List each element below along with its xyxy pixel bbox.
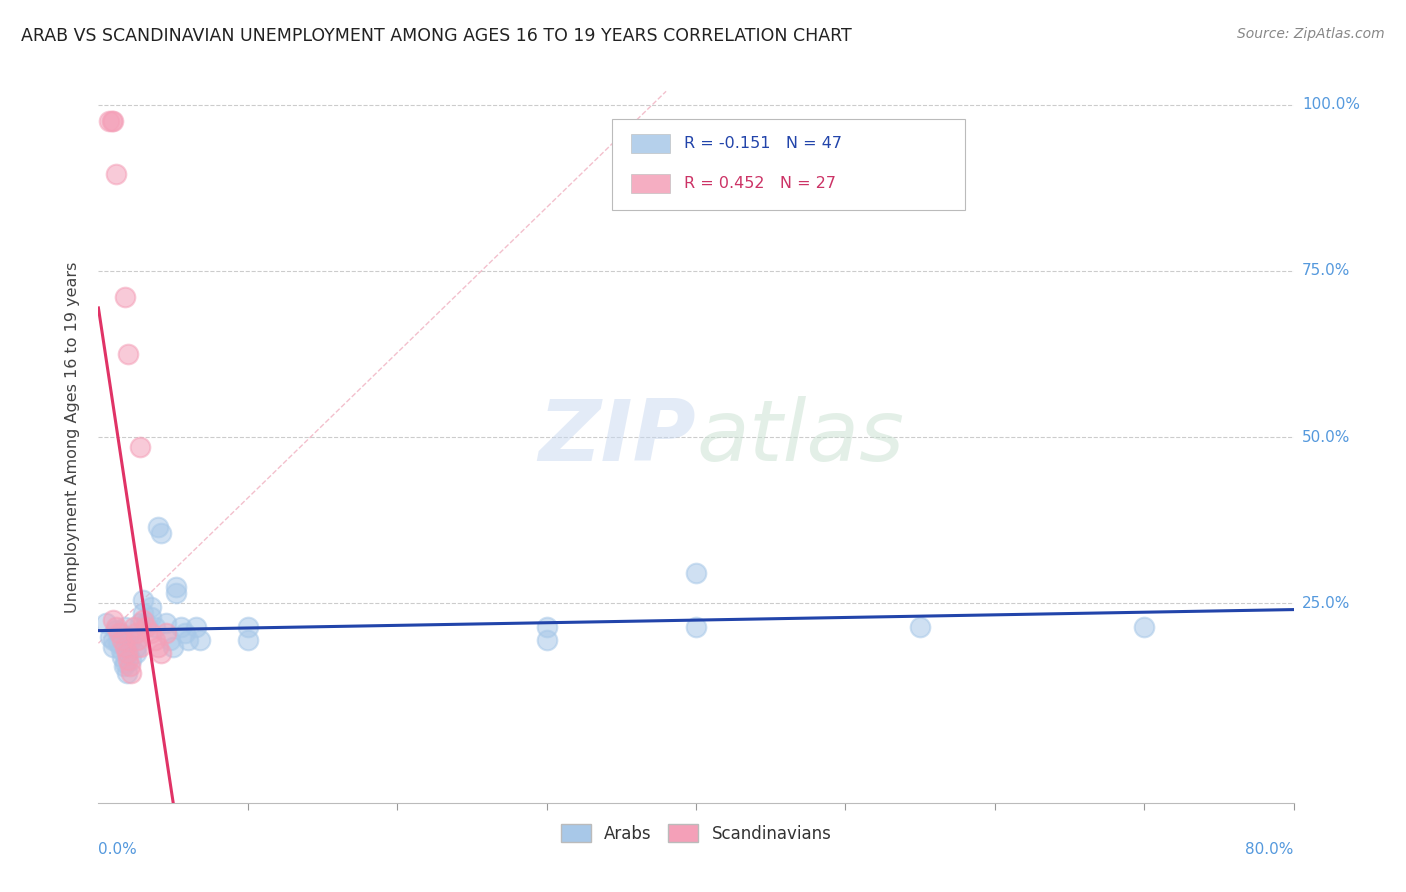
- Point: [107, 636, 129, 650]
- Point: [124, 619, 146, 633]
- Point: [110, 626, 132, 640]
- Point: [114, 290, 136, 304]
- Point: [114, 619, 136, 633]
- Point: [148, 520, 170, 534]
- Text: 0.0%: 0.0%: [98, 842, 138, 856]
- Text: 75.0%: 75.0%: [1302, 263, 1350, 278]
- Legend: Arabs, Scandinavians: Arabs, Scandinavians: [554, 818, 838, 849]
- Point: [139, 599, 162, 614]
- Text: ZIP: ZIP: [538, 395, 696, 479]
- Point: [125, 626, 148, 640]
- Point: [174, 626, 197, 640]
- Text: 25.0%: 25.0%: [1302, 596, 1350, 611]
- Text: 100.0%: 100.0%: [1302, 97, 1360, 112]
- Point: [117, 347, 139, 361]
- Point: [103, 640, 125, 654]
- Text: 50.0%: 50.0%: [1302, 430, 1350, 444]
- Point: [117, 653, 139, 667]
- FancyBboxPatch shape: [613, 119, 965, 211]
- Point: [139, 626, 162, 640]
- Point: [105, 168, 128, 182]
- Point: [150, 526, 173, 541]
- Point: [120, 666, 142, 681]
- Point: [908, 619, 931, 633]
- Point: [125, 646, 148, 660]
- Point: [117, 636, 139, 650]
- Point: [148, 640, 170, 654]
- Text: 80.0%: 80.0%: [1246, 842, 1294, 856]
- Point: [165, 580, 187, 594]
- Point: [162, 640, 184, 654]
- Text: R = 0.452   N = 27: R = 0.452 N = 27: [685, 176, 837, 191]
- Point: [117, 646, 139, 660]
- Point: [125, 640, 148, 654]
- Point: [129, 640, 152, 654]
- Point: [101, 114, 124, 128]
- Point: [132, 613, 155, 627]
- Point: [236, 619, 259, 633]
- Point: [159, 632, 181, 647]
- Point: [112, 659, 135, 673]
- Point: [143, 619, 166, 633]
- Point: [236, 632, 259, 647]
- Point: [155, 616, 177, 631]
- Text: R = -0.151   N = 47: R = -0.151 N = 47: [685, 136, 842, 151]
- Text: ARAB VS SCANDINAVIAN UNEMPLOYMENT AMONG AGES 16 TO 19 YEARS CORRELATION CHART: ARAB VS SCANDINAVIAN UNEMPLOYMENT AMONG …: [21, 27, 852, 45]
- Point: [103, 114, 125, 128]
- Point: [111, 649, 134, 664]
- Point: [110, 643, 132, 657]
- Point: [103, 632, 125, 647]
- Point: [139, 609, 162, 624]
- Point: [536, 632, 558, 647]
- Point: [177, 632, 200, 647]
- Point: [120, 632, 142, 647]
- Point: [132, 607, 155, 621]
- Point: [685, 566, 707, 581]
- Point: [165, 586, 187, 600]
- Point: [1133, 619, 1156, 633]
- Point: [129, 616, 152, 631]
- Point: [155, 626, 177, 640]
- Point: [132, 593, 155, 607]
- Point: [120, 653, 142, 667]
- Point: [97, 114, 120, 128]
- Point: [115, 666, 138, 681]
- Point: [135, 616, 157, 631]
- Point: [98, 630, 122, 644]
- Point: [114, 656, 136, 670]
- Point: [129, 440, 152, 454]
- FancyBboxPatch shape: [631, 174, 669, 193]
- Point: [169, 619, 191, 633]
- Text: atlas: atlas: [696, 395, 904, 479]
- Point: [127, 632, 149, 647]
- Point: [184, 619, 207, 633]
- Point: [105, 619, 128, 633]
- Point: [103, 613, 125, 627]
- Point: [111, 632, 134, 647]
- Point: [143, 632, 166, 647]
- Point: [536, 619, 558, 633]
- Point: [108, 626, 131, 640]
- Point: [135, 619, 157, 633]
- Point: [118, 659, 141, 673]
- Point: [188, 632, 211, 647]
- Point: [115, 646, 138, 660]
- Point: [685, 619, 707, 633]
- Y-axis label: Unemployment Among Ages 16 to 19 years: Unemployment Among Ages 16 to 19 years: [65, 261, 80, 613]
- Point: [114, 640, 136, 654]
- Point: [105, 623, 128, 637]
- FancyBboxPatch shape: [631, 134, 669, 153]
- Point: [94, 616, 117, 631]
- Point: [150, 646, 173, 660]
- Text: Source: ZipAtlas.com: Source: ZipAtlas.com: [1237, 27, 1385, 41]
- Point: [117, 630, 139, 644]
